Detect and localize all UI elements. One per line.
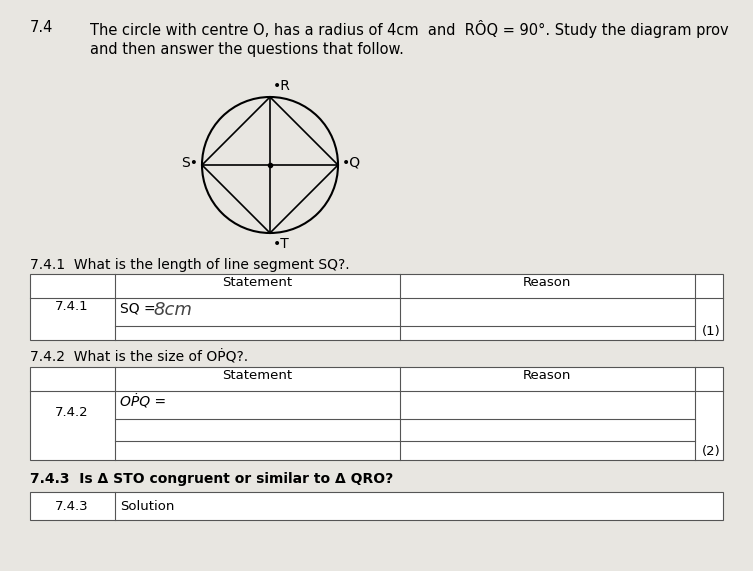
Text: (2): (2) bbox=[703, 445, 721, 458]
Text: 7.4.3  Is Δ STO congruent or similar to Δ QRO?: 7.4.3 Is Δ STO congruent or similar to Δ… bbox=[30, 472, 393, 486]
Text: •T: •T bbox=[273, 237, 290, 251]
Text: 7.4.1  What is the length of line segment SQ?.: 7.4.1 What is the length of line segment… bbox=[30, 258, 349, 272]
Text: The circle with centre O, has a radius of 4cm  and  RÔQ = 90°. Study the diagram: The circle with centre O, has a radius o… bbox=[90, 20, 729, 38]
Bar bbox=[30, 274, 723, 340]
Bar bbox=[30, 492, 723, 520]
Text: 7.4.1: 7.4.1 bbox=[55, 300, 89, 313]
Text: 7.4.2: 7.4.2 bbox=[55, 407, 89, 420]
Text: 7.4.3: 7.4.3 bbox=[55, 500, 89, 513]
Text: SQ =: SQ = bbox=[120, 302, 160, 316]
Text: Reason: Reason bbox=[523, 369, 572, 382]
Text: 7.4.2  What is the size of OṖQ?.: 7.4.2 What is the size of OṖQ?. bbox=[30, 350, 248, 364]
Text: S•: S• bbox=[181, 156, 198, 170]
Text: and then answer the questions that follow.: and then answer the questions that follo… bbox=[90, 42, 404, 57]
Text: 7.4: 7.4 bbox=[30, 20, 53, 35]
Text: •Q: •Q bbox=[342, 156, 361, 170]
Text: Reason: Reason bbox=[523, 276, 572, 289]
Text: Statement: Statement bbox=[222, 276, 292, 289]
Text: •R: •R bbox=[273, 79, 291, 93]
Text: 8cm: 8cm bbox=[153, 301, 192, 319]
Text: Solution: Solution bbox=[120, 500, 175, 513]
Text: (1): (1) bbox=[703, 325, 721, 338]
Bar bbox=[30, 367, 723, 460]
Text: OṖQ =: OṖQ = bbox=[120, 395, 166, 409]
Text: Statement: Statement bbox=[222, 369, 292, 382]
